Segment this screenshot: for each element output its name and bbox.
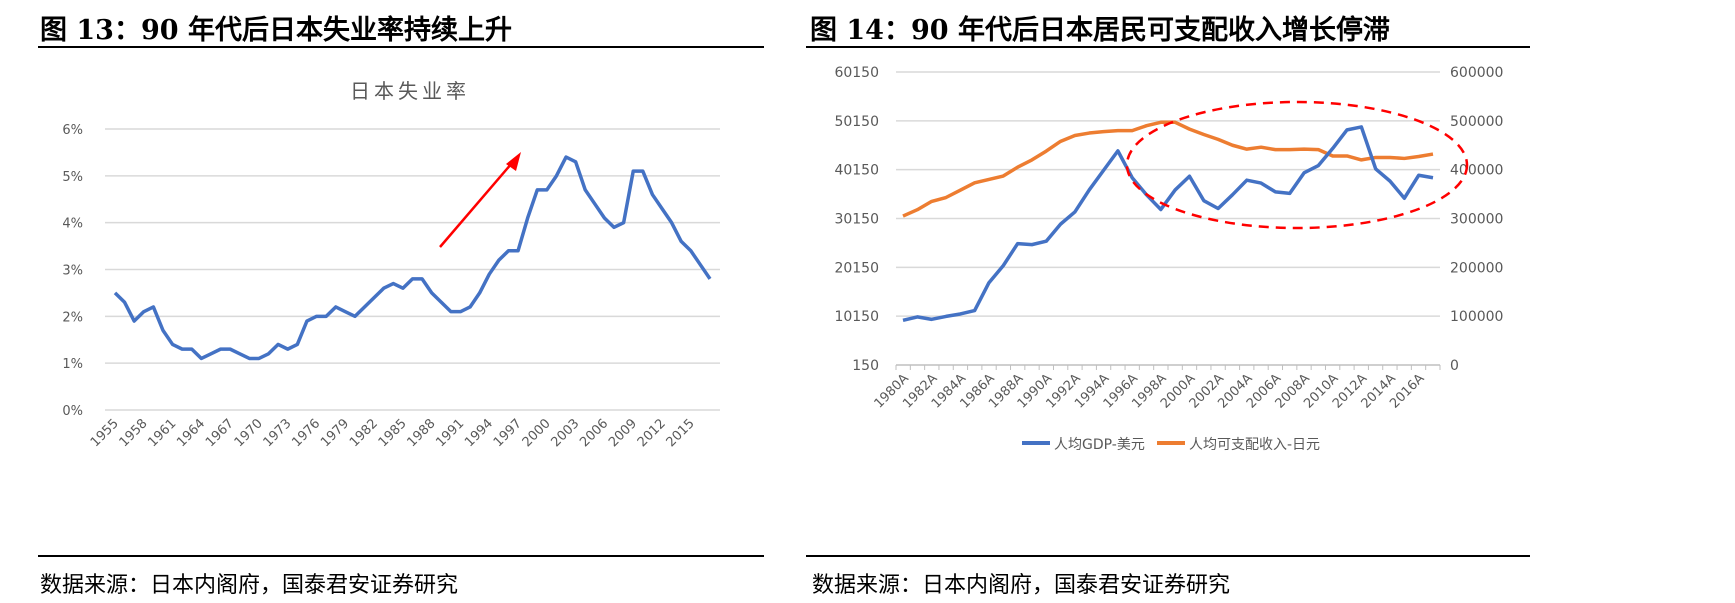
x-tick-label: 1973	[261, 416, 295, 450]
y-tick-label: 20150	[834, 260, 879, 276]
y-tick-label: 0%	[62, 404, 83, 419]
y-tick-label: 5%	[62, 170, 83, 185]
x-tick-label: 2003	[548, 416, 582, 450]
x-tick-label: 1994	[462, 416, 496, 450]
y2-tick-label: 100000	[1450, 309, 1503, 325]
x-tick-label: 1961	[145, 416, 179, 450]
y-tick-label: 10150	[834, 309, 879, 325]
y-tick-label: 3%	[62, 264, 83, 279]
right-title-rule	[806, 46, 1530, 48]
left-source: 数据来源：日本内阁府，国泰君安证券研究	[40, 573, 459, 598]
x-tick-label: 1955	[88, 416, 122, 450]
x-tick-label: 1979	[318, 416, 352, 450]
y-tick-label: 2%	[62, 310, 83, 325]
unemployment-line	[113, 155, 712, 361]
y-tick-label: 30150	[834, 212, 879, 228]
gdp-line	[902, 125, 1434, 323]
x-tick-label: 1982	[347, 416, 381, 450]
x-tick-label: 2012	[635, 416, 669, 450]
x-tick-label: 1991	[433, 416, 467, 450]
chart-title: 日本失业率	[350, 79, 470, 103]
left-figure-title: 图 13：90 年代后日本失业率持续上升	[40, 15, 512, 46]
x-tick-label: 2006	[577, 416, 611, 450]
y2-tick-label: 0	[1450, 358, 1459, 374]
income-line	[902, 120, 1434, 218]
y2-tick-label: 600000	[1450, 65, 1503, 81]
right-source: 数据来源：日本内阁府，国泰君安证券研究	[812, 573, 1231, 598]
red-arrow-head	[506, 152, 521, 171]
red-arrow-shaft	[439, 162, 513, 248]
y-tick-label: 1%	[62, 357, 83, 372]
legend-label-gdp: 人均GDP-美元	[1054, 437, 1145, 453]
x-tick-label: 1970	[232, 416, 266, 450]
x-tick-label: 2015	[664, 416, 698, 450]
y-tick-label: 60150	[834, 65, 879, 81]
left-title-rule	[38, 46, 764, 48]
right-source-rule	[806, 555, 1530, 557]
x-tick-label: 1985	[376, 416, 410, 450]
y-tick-label: 4%	[62, 217, 83, 232]
y2-tick-label: 500000	[1450, 114, 1503, 130]
left-source-rule	[38, 555, 764, 557]
x-tick-label: 1964	[174, 416, 208, 450]
y-tick-label: 150	[852, 358, 879, 374]
y-tick-label: 6%	[62, 123, 83, 138]
y2-tick-label: 400000	[1450, 163, 1503, 179]
x-tick-label: 1976	[289, 416, 323, 450]
y-tick-label: 40150	[834, 163, 879, 179]
x-tick-label: 2009	[606, 416, 640, 450]
red-dashed-ellipse	[1125, 100, 1469, 230]
x-tick-label: 1958	[117, 416, 151, 450]
x-tick-label: 1988	[405, 416, 439, 450]
legend-label-income: 人均可支配收入-日元	[1189, 437, 1320, 453]
y2-tick-label: 300000	[1450, 212, 1503, 228]
y-tick-label: 50150	[834, 114, 879, 130]
x-tick-label: 2000	[520, 416, 554, 450]
right-figure-title: 图 14：90 年代后日本居民可支配收入增长停滞	[810, 15, 1390, 46]
x-tick-label: 1997	[491, 416, 525, 450]
x-tick-label: 1967	[203, 416, 237, 450]
y2-tick-label: 200000	[1450, 260, 1503, 276]
